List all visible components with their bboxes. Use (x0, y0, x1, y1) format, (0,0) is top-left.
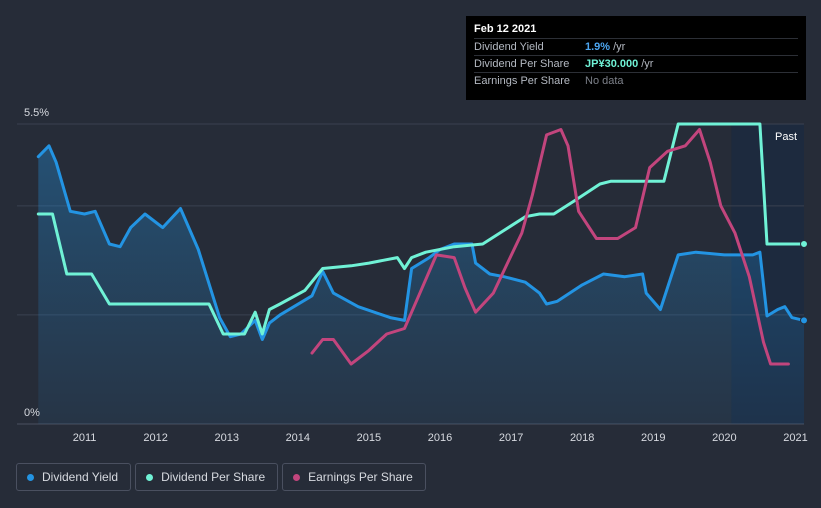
series-end-markers (800, 240, 808, 325)
legend-earnings-per-share[interactable]: Earnings Per Share (282, 463, 426, 491)
x-tick-label: 2019 (641, 432, 665, 444)
legend-label: Dividend Per Share (161, 470, 266, 484)
tooltip-value: JP¥30.000 (585, 58, 639, 70)
tooltip-value: 1.9% (585, 41, 611, 53)
dividend-history-chart[interactable]: 2011 2012 2013 2014 2015 2016 2017 2018 2019 2020… (0, 0, 821, 455)
x-axis-ticks: 2011 2012 2013 2014 2015 2016 2017 2018 2019 2020… (73, 432, 808, 444)
legend-label: Dividend Yield (42, 470, 119, 484)
tooltip-label: Dividend Yield (474, 41, 544, 53)
y-axis-ticks: 5.5% 0% (24, 107, 49, 419)
legend-dot-icon (146, 473, 154, 481)
hover-tooltip: Feb 12 2021 Dividend Yield 1.9%/yr Divid… (466, 16, 806, 100)
past-label: Past (775, 131, 797, 143)
tooltip-unit: /yr (613, 41, 626, 53)
legend-label: Earnings Per Share (308, 470, 413, 484)
legend-dot-icon (27, 473, 34, 481)
y-tick-label: 5.5% (24, 107, 49, 119)
tooltip-value: No data (585, 75, 624, 87)
tooltip-row-earnings-per-share: Earnings Per Share No data (474, 72, 798, 89)
tooltip-row-dividend-per-share: Dividend Per Share JP¥30.000/yr (474, 55, 798, 72)
dividend-yield-line (36, 144, 806, 341)
y-tick-label: 0% (24, 407, 40, 419)
x-tick-label: 2020 (712, 432, 736, 444)
dividend-per-share-marker (800, 240, 808, 248)
x-tick-label: 2021 (783, 432, 807, 444)
legend-dividend-yield[interactable]: Dividend Yield (16, 463, 132, 491)
legend-dot-icon (293, 473, 301, 481)
x-tick-label: 2012 (143, 432, 167, 444)
x-tick-label: 2017 (499, 432, 523, 444)
tooltip-date: Feb 12 2021 (474, 23, 537, 35)
dividend-yield-area (38, 145, 805, 425)
series-layer (36, 122, 806, 425)
chart-legend: Dividend Yield Dividend Per Share Earnin… (16, 463, 426, 491)
x-tick-label: 2011 (73, 432, 97, 444)
dividend-yield-marker (800, 316, 808, 325)
tooltip-label: Dividend Per Share (474, 58, 570, 70)
x-tick-label: 2014 (286, 432, 310, 444)
dividend-per-share-line (36, 122, 806, 336)
tooltip-label: Earnings Per Share (474, 75, 570, 87)
x-tick-label: 2015 (357, 432, 381, 444)
x-tick-label: 2018 (570, 432, 594, 444)
legend-dividend-per-share[interactable]: Dividend Per Share (135, 463, 279, 491)
tooltip-row-dividend-yield: Dividend Yield 1.9%/yr (474, 38, 798, 55)
x-tick-label: 2016 (428, 432, 452, 444)
earnings-per-share-line (310, 128, 790, 366)
tooltip-unit: /yr (641, 58, 654, 70)
x-tick-label: 2013 (214, 432, 238, 444)
